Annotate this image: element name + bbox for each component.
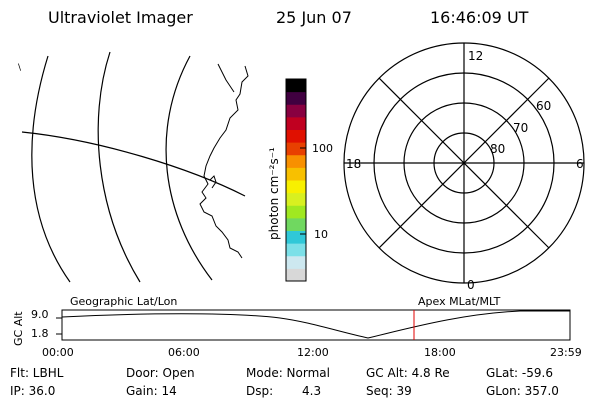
colorbar-tick-label: 10 — [314, 228, 328, 241]
coastline — [217, 63, 235, 93]
colorbar-cell — [286, 243, 306, 257]
lat-label-60: 60 — [536, 99, 551, 113]
mlt-label-12: 12 — [468, 49, 483, 63]
colorbar-cell — [286, 91, 306, 105]
mlt-label-18: 18 — [346, 157, 361, 171]
strip-xtick-label: 23:59 — [550, 346, 582, 359]
gc-alt-info: GC Alt: 4.8 Re — [366, 366, 450, 380]
strip-ylabel: GC Alt — [12, 311, 25, 346]
colorbar-tick-label: 100 — [312, 142, 333, 155]
gain-info: Gain: 14 — [126, 384, 177, 398]
strip-xtick-label: 12:00 — [297, 346, 329, 359]
colorbar-cell — [286, 205, 306, 219]
mode-info: Mode: Normal — [246, 366, 330, 380]
map-marker-glyph: \ — [18, 63, 22, 73]
colorbar-cell — [286, 129, 306, 143]
glat-info: GLat: -59.6 — [486, 366, 553, 380]
dsp-value: 4.3 — [302, 384, 322, 398]
strip-xtick-label: 00:00 — [42, 346, 74, 359]
colorbar-cell — [286, 217, 306, 231]
colorbar-cell — [286, 116, 306, 130]
colorbar-cells — [286, 79, 306, 282]
strip-xtick-label: 18:00 — [424, 346, 456, 359]
strip-ytick-label: 9.0 — [31, 308, 49, 321]
coastline — [209, 175, 217, 189]
instrument-title: Ultraviolet Imager — [48, 8, 193, 27]
strip-frame — [61, 309, 571, 341]
colorbar-cell — [286, 192, 306, 206]
altitude-trace — [61, 310, 570, 339]
lat-label-70: 70 — [513, 121, 528, 135]
latitude-line — [21, 131, 246, 197]
colorbar-frame — [285, 78, 307, 282]
colorbar-unit-label: photon cm⁻²s⁻¹ — [267, 147, 281, 240]
longitude-line — [97, 51, 141, 283]
ip-info: IP: 36.0 — [10, 384, 56, 398]
colorbar-cell — [286, 167, 306, 181]
glon-info: GLon: 357.0 — [486, 384, 559, 398]
date-label: 25 Jun 07 — [276, 8, 352, 27]
mlt-label-6: 6 — [576, 157, 584, 171]
colorbar-cell — [286, 268, 306, 282]
colorbar-cell — [286, 142, 306, 156]
colorbar-cell — [286, 79, 306, 93]
longitude-line — [165, 55, 213, 281]
door-info: Door: Open — [126, 366, 195, 380]
strip-left-label: Geographic Lat/Lon — [70, 295, 178, 308]
time-label: 16:46:09 UT — [430, 8, 529, 27]
strip-right-label: Apex MLat/MLT — [418, 295, 501, 308]
longitude-line — [31, 55, 71, 283]
dsp-label: Dsp: — [246, 384, 274, 398]
colorbar-cell — [286, 180, 306, 194]
colorbar-cell — [286, 154, 306, 168]
seq-info: Seq: 39 — [366, 384, 412, 398]
strip-ytick-label: 1.8 — [31, 327, 49, 340]
coastline — [199, 65, 249, 259]
strip-xtick-label: 06:00 — [168, 346, 200, 359]
colorbar-cell — [286, 255, 306, 269]
polar-diagonal — [378, 77, 550, 249]
colorbar-cell — [286, 104, 306, 118]
lat-label-80: 80 — [490, 142, 505, 156]
filter-info: Flt: LBHL — [10, 366, 64, 380]
mlt-label-0: 0 — [467, 278, 475, 292]
